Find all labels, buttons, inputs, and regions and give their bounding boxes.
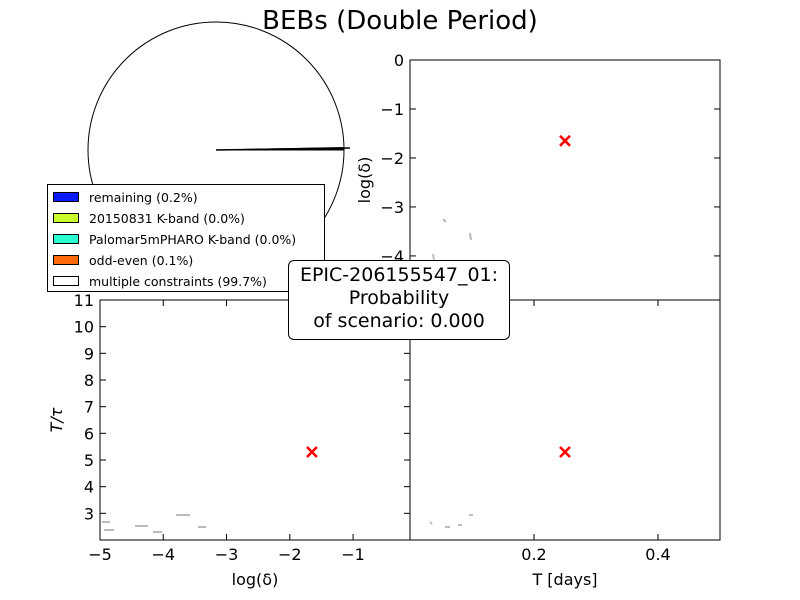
legend-swatch [53,192,79,202]
x-tick-label: −2 [278,545,302,564]
y-tick-label: −3 [380,198,404,217]
bottom-left-xlabel: log(δ) [232,570,279,589]
marker-stroke [559,446,571,458]
legend-label: odd-even (0.1%) [89,252,194,268]
chart-title: BEBs (Double Period) [262,6,538,36]
marker-bottom-left [306,446,318,458]
legend-label: 20150831 K-band (0.0%) [89,210,245,226]
legend-label: Palomar5mPHARO K-band (0.0%) [89,231,297,247]
legend-swatch [53,234,79,244]
y-tick-label: 8 [84,371,94,390]
y-tick-label: 10 [74,318,94,337]
y-tick-label: 4 [84,478,94,497]
y-tick-label: −2 [380,149,404,168]
legend-label: remaining (0.2%) [89,189,198,205]
y-tick-label: 11 [74,291,94,310]
marker-stroke [306,446,318,458]
y-tick-label: 6 [84,424,94,443]
probability-annotation: EPIC-206155547_01: Probability of scenar… [288,260,510,340]
marker-bottom-right [559,446,571,458]
legend-item-palomar: Palomar5mPHARO K-band (0.0%) [53,231,296,247]
panel-bottom-right-frame [409,299,721,541]
x-tick-label: 0.2 [521,545,546,564]
pie-legend: remaining (0.2%) 20150831 K-band (0.0%) … [47,184,325,292]
legend-label: multiple constraints (99.7%) [89,273,267,289]
top-right-ylabel: log(δ) [355,157,374,204]
y-tick-label: 3 [84,504,94,523]
legend-item-20150831: 20150831 K-band (0.0%) [53,210,245,226]
legend-item-odd-even: odd-even (0.1%) [53,252,193,268]
x-tick-label: −4 [151,545,175,564]
annotation-line-1: EPIC-206155547_01: [299,264,499,286]
legend-item-multiple: multiple constraints (99.7%) [53,273,267,289]
legend-swatch [53,255,79,265]
pie-slice-edge [215,147,351,151]
data-markers [306,134,571,458]
annotation-line-2: Probability [348,287,450,309]
y-tick-label: 5 [84,451,94,470]
y-tick-label: −1 [380,100,404,119]
y-tick-label: 7 [84,398,94,417]
legend-swatch [53,213,79,223]
bottom-left-ylabel: T/τ [47,407,66,432]
legend-item-remaining: remaining (0.2%) [53,189,198,205]
x-tick-label: −3 [215,545,239,564]
legend-swatch [53,276,79,286]
y-tick-label: 0 [394,51,404,70]
bottom-right-xlabel: T [days] [531,570,597,589]
x-tick-label: −1 [341,545,365,564]
y-tick-label: 9 [84,344,94,363]
marker-stroke [559,134,571,147]
x-tick-label: 0.4 [645,545,670,564]
marker-top-right [559,134,571,147]
density-smudges [102,218,473,533]
annotation-line-3: of scenario: 0.000 [313,310,485,332]
x-tick-label: −5 [88,545,112,564]
